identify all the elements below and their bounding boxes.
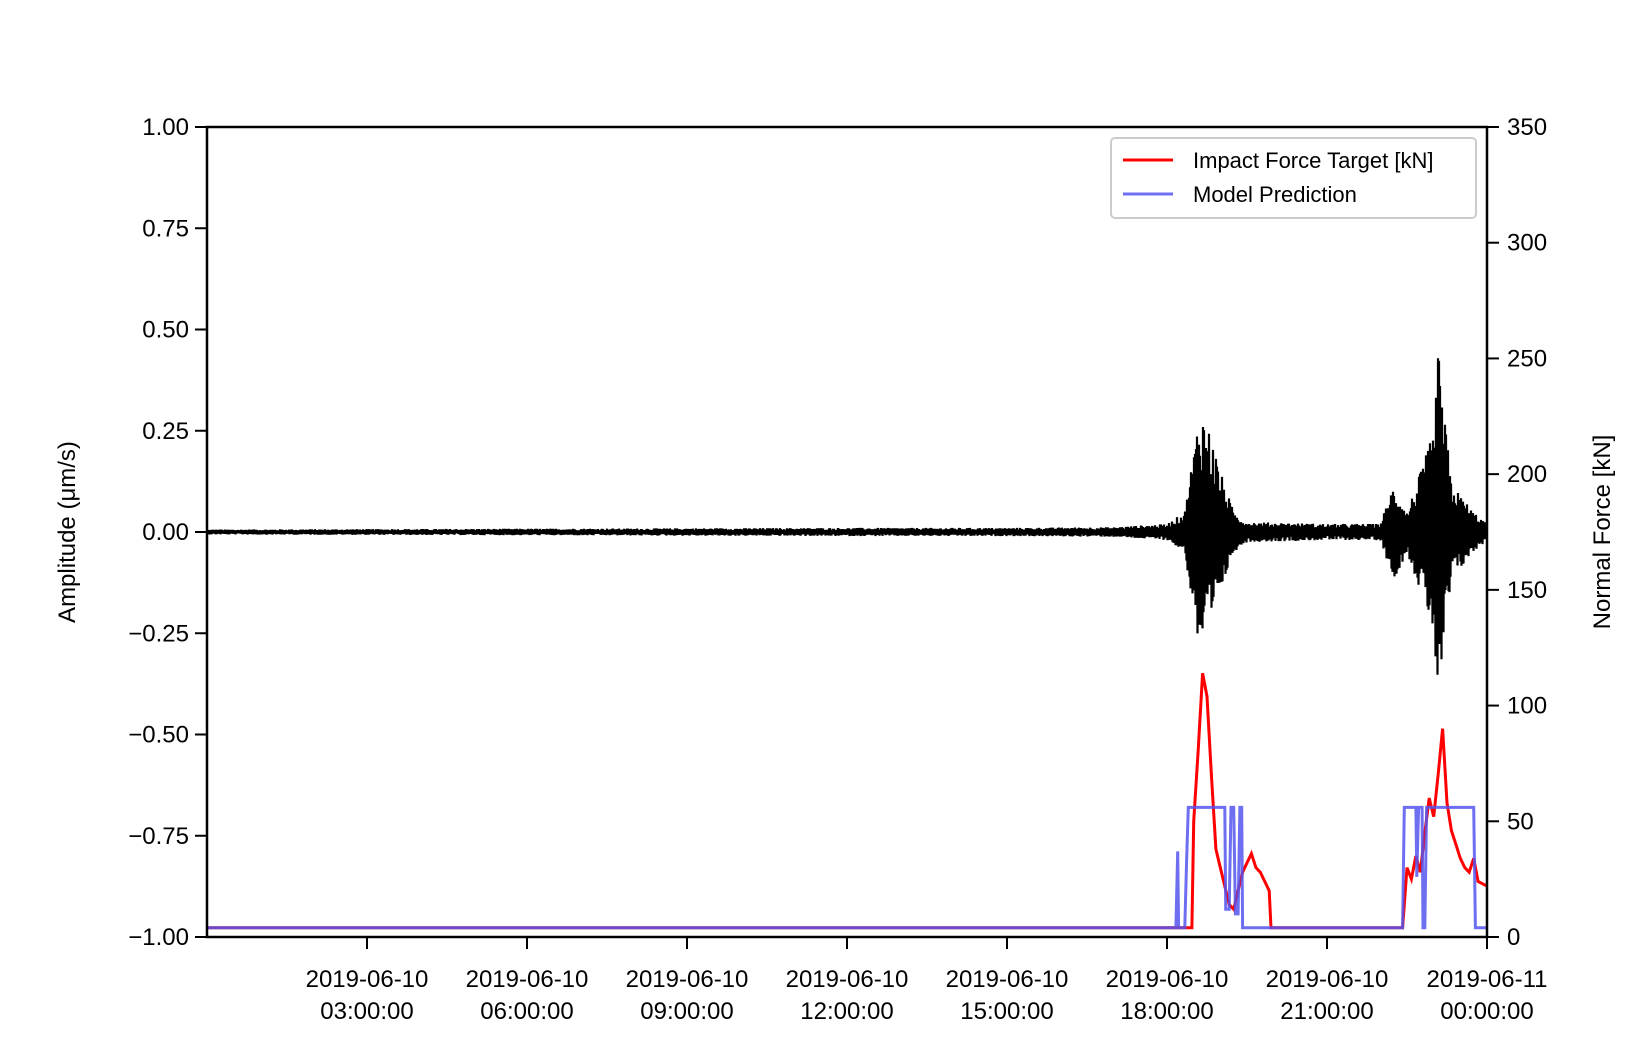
y-tick-label-right: 300 [1507, 230, 1547, 257]
x-tick-label-date: 2019-06-11 [1427, 966, 1548, 993]
y-axis-title-right: Normal Force [kN] [1589, 435, 1616, 630]
legend-box [1110, 137, 1477, 219]
x-tick-label-time: 18:00:00 [1120, 998, 1213, 1025]
axes-layer: 1.00 0.75 0.50 0.25 0.00 −0.25 −0.50 −0.75 −1.00… [128, 114, 1547, 1025]
series-amplitude [207, 358, 1487, 675]
x-tick-label-date: 2019-06-10 [1266, 966, 1389, 993]
x-tick-label-date: 2019-06-10 [1106, 966, 1229, 993]
y-tick-label-left: 1.00 [142, 114, 189, 141]
x-tick-label-time: 06:00:00 [480, 998, 573, 1025]
series-impact-force-target [207, 672, 1487, 930]
y-tick-label-right: 100 [1507, 693, 1547, 720]
series-model-prediction [207, 805, 1487, 930]
x-tick-label-date: 2019-06-10 [626, 966, 749, 993]
y-tick-label-right: 50 [1507, 808, 1534, 835]
x-tick-label-date: 2019-06-10 [786, 966, 909, 993]
x-tick-label-date: 2019-06-10 [306, 966, 429, 993]
y-tick-label-right: 250 [1507, 345, 1547, 372]
y-tick-label-right: 0 [1507, 924, 1520, 951]
x-tick-label-time: 21:00:00 [1280, 998, 1373, 1025]
x-tick-label-time: 03:00:00 [320, 998, 413, 1025]
x-tick-label-time: 00:00:00 [1440, 998, 1533, 1025]
x-tick-label-time: 09:00:00 [640, 998, 733, 1025]
x-tick-label-time: 12:00:00 [800, 998, 893, 1025]
y-axis-title-left: Amplitude (μm/s) [54, 441, 81, 623]
y-tick-label-left: 0.25 [142, 418, 189, 445]
legend-label-prediction: Model Prediction [1193, 182, 1357, 207]
y-tick-label-left: −0.75 [128, 823, 189, 850]
y-tick-label-left: −0.25 [128, 620, 189, 647]
y-tick-label-left: 0.75 [142, 215, 189, 242]
y-tick-label-right: 150 [1507, 577, 1547, 604]
y-tick-label-left: −0.50 [128, 722, 189, 749]
x-tick-label-date: 2019-06-10 [466, 966, 589, 993]
y-tick-label-left: 0.00 [142, 519, 189, 546]
series-layer [207, 358, 1487, 930]
legend-label-target: Impact Force Target [kN] [1193, 148, 1433, 173]
x-tick-label-date: 2019-06-10 [946, 966, 1069, 993]
legend: Impact Force Target [kN] Model Predictio… [1110, 137, 1477, 219]
y-tick-label-left: −1.00 [128, 924, 189, 951]
y-tick-label-right: 350 [1507, 114, 1547, 141]
y-tick-label-right: 200 [1507, 461, 1547, 488]
x-tick-label-time: 15:00:00 [960, 998, 1053, 1025]
y-tick-label-left: 0.50 [142, 317, 189, 344]
